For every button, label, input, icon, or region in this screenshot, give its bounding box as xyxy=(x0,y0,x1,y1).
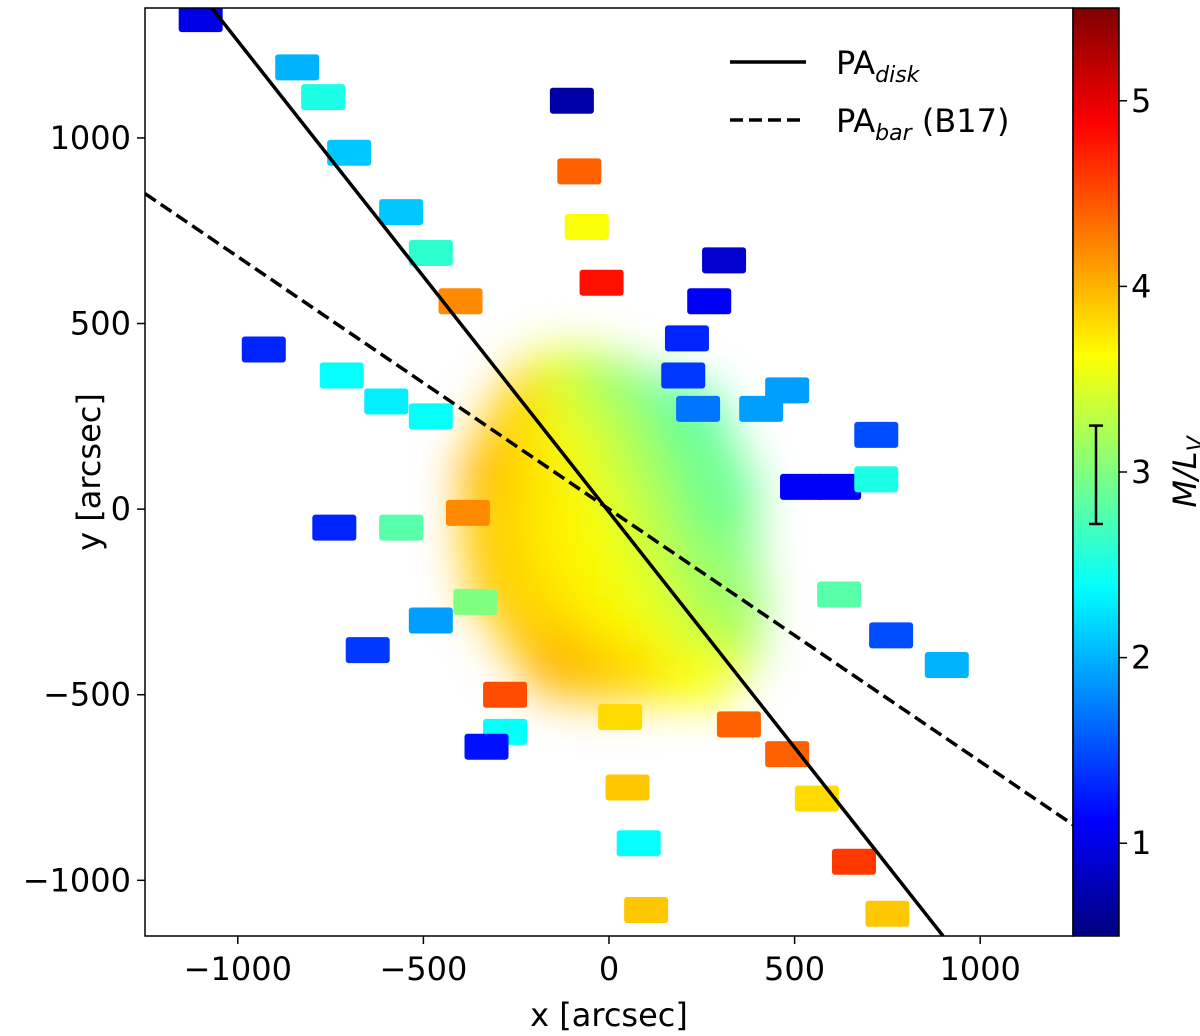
map-cell xyxy=(662,642,735,703)
data-patch xyxy=(817,581,862,608)
colorbar-label: M/LV xyxy=(1166,434,1200,507)
data-patch xyxy=(924,652,969,679)
pa-disk-line xyxy=(210,8,945,936)
plot-area xyxy=(145,8,1073,936)
data-patch xyxy=(364,388,409,415)
data-patch xyxy=(408,403,453,430)
pointing-patches xyxy=(178,8,969,927)
data-patch xyxy=(557,158,602,185)
data-patch xyxy=(564,214,609,241)
data-patch xyxy=(379,199,424,226)
x-tick-label: 0 xyxy=(599,950,619,988)
data-patch xyxy=(831,848,876,875)
colorbar-label-sub: V xyxy=(1184,434,1200,451)
data-patch xyxy=(854,421,899,448)
colorbar-tick-label: 1 xyxy=(1131,824,1151,862)
data-patch xyxy=(865,900,910,927)
legend-bar-subscript: bar xyxy=(875,121,913,146)
data-patch xyxy=(327,139,372,166)
colorbar-tick-label: 4 xyxy=(1131,267,1151,305)
colorbar-gradient xyxy=(1072,7,1120,937)
data-patch xyxy=(453,588,498,615)
data-patch xyxy=(676,395,721,422)
y-tick-label: 1000 xyxy=(50,119,131,157)
data-patch xyxy=(616,830,661,857)
data-patch xyxy=(780,473,825,500)
x-tick-label: −500 xyxy=(379,950,467,988)
data-patch xyxy=(464,733,509,760)
pa-bar-line xyxy=(145,192,1073,827)
data-patch xyxy=(379,514,424,541)
data-patch xyxy=(605,774,650,801)
colorbar-ticks: 1 2 3 4 5 xyxy=(1119,82,1151,862)
y-axis-label: y [arcsec] xyxy=(70,393,108,551)
x-tick-label: −1000 xyxy=(184,950,292,988)
data-patch xyxy=(483,681,528,708)
colorbar: 1 2 3 4 5 M/LV xyxy=(1072,7,1200,937)
y-tick-label: 500 xyxy=(70,305,131,343)
data-patch xyxy=(241,336,286,363)
data-patch xyxy=(549,87,594,114)
data-patch xyxy=(312,514,357,541)
map-cell xyxy=(684,508,757,569)
data-patch xyxy=(716,711,761,738)
legend-pa-disk: PA xyxy=(836,44,875,82)
data-patch xyxy=(445,499,490,526)
data-patch xyxy=(794,785,839,812)
data-patch xyxy=(765,377,810,404)
legend-label-disk: PAdisk xyxy=(836,44,921,88)
data-patch xyxy=(301,84,346,111)
legend-bar-suffix: (B17) xyxy=(912,102,1010,140)
data-patch xyxy=(345,637,390,664)
y-tick-label: 0 xyxy=(111,490,131,528)
data-patch xyxy=(817,473,862,500)
y-tick-label: −500 xyxy=(43,676,131,714)
data-patch xyxy=(661,362,706,389)
central-region xyxy=(461,349,764,703)
data-patch xyxy=(664,325,709,352)
legend-pa-bar: PA xyxy=(836,102,875,140)
data-patch xyxy=(702,247,747,274)
data-patch xyxy=(178,8,223,33)
axis-ticks: −1000 −500 0 500 1000 −1000 −500 0 500 1000 xyxy=(23,119,1021,988)
colorbar-tick-label: 3 xyxy=(1131,453,1151,491)
y-tick-label: −1000 xyxy=(23,861,131,899)
data-patch xyxy=(408,607,453,634)
data-patch xyxy=(319,362,364,389)
legend-disk-subscript: disk xyxy=(875,63,921,88)
data-patch xyxy=(854,466,899,493)
colorbar-tick-label: 5 xyxy=(1131,82,1151,120)
data-patch xyxy=(408,239,453,266)
legend: PAdisk PAbar (B17) xyxy=(730,44,1009,146)
colorbar-errorbar xyxy=(1089,424,1103,526)
data-patch xyxy=(765,741,810,768)
pa-lines xyxy=(145,8,1073,936)
colorbar-tick-label: 2 xyxy=(1131,639,1151,677)
data-patch xyxy=(579,269,624,296)
legend-label-bar: PAbar (B17) xyxy=(836,102,1009,146)
data-patch xyxy=(687,288,732,315)
data-patch xyxy=(598,703,643,730)
data-patch xyxy=(869,622,914,649)
data-patch xyxy=(624,897,669,924)
x-tick-label: 500 xyxy=(764,950,825,988)
x-tick-label: 1000 xyxy=(939,950,1020,988)
colorbar-label-main: M/L xyxy=(1166,451,1200,507)
data-patch xyxy=(275,54,320,81)
x-axis-label: x [arcsec] xyxy=(530,996,688,1034)
